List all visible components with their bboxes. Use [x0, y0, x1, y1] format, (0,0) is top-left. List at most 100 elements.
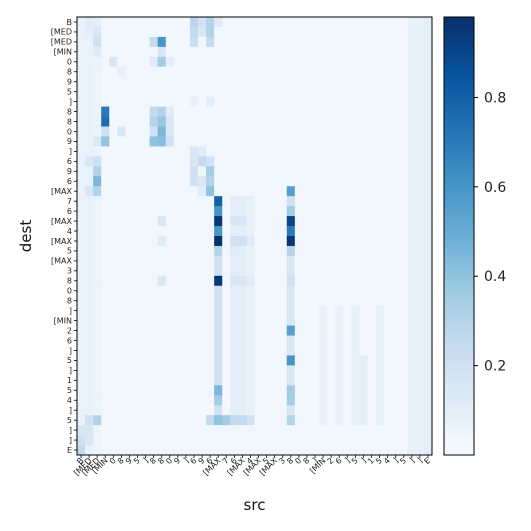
heatmap-cell [399, 136, 409, 147]
heatmap-cell [198, 435, 207, 446]
x-tick-label: E [422, 456, 432, 466]
heatmap-cell [407, 196, 417, 207]
heatmap-cell [399, 17, 409, 28]
heatmap-cell [117, 46, 126, 58]
heatmap-cell [335, 425, 344, 436]
heatmap-cell [165, 156, 175, 167]
heatmap-cell [302, 206, 312, 217]
heatmap-cell [109, 116, 118, 127]
heatmap-cell [93, 255, 102, 267]
heatmap-cell [375, 395, 384, 406]
heatmap-cell [254, 156, 263, 167]
heatmap-cell [375, 255, 384, 267]
heatmap-cell [238, 445, 247, 456]
heatmap-cell [133, 255, 142, 267]
heatmap-cell [173, 425, 183, 436]
heatmap-cell [222, 405, 231, 416]
heatmap-cell [319, 335, 328, 346]
heatmap-cell [230, 56, 239, 68]
heatmap-cell [109, 445, 118, 456]
heatmap-cell [351, 186, 360, 197]
heatmap-cell [383, 216, 393, 227]
heatmap-cell [327, 335, 336, 346]
heatmap-cell [157, 156, 167, 167]
heatmap-cell [117, 425, 126, 436]
heatmap-cell [222, 295, 231, 307]
heatmap-cell [367, 335, 376, 346]
heatmap-cell [391, 335, 401, 346]
y-tick-label: 4 [67, 227, 72, 236]
heatmap-cell [319, 196, 328, 207]
heatmap-cell [133, 156, 142, 167]
heatmap-cell [391, 56, 401, 68]
heatmap-cell [367, 126, 376, 137]
heatmap-cell [157, 116, 167, 127]
heatmap-cell [173, 226, 183, 237]
heatmap-cell [157, 435, 167, 446]
heatmap-cell [343, 395, 352, 406]
y-tick-label: 5 [67, 416, 72, 425]
heatmap-cell [262, 315, 271, 326]
heatmap-cell [173, 355, 183, 366]
heatmap-cell [391, 96, 401, 107]
heatmap-cell [294, 275, 304, 287]
heatmap-cell [327, 186, 336, 197]
heatmap-cell [238, 285, 247, 297]
heatmap-cell [165, 17, 175, 28]
x-tick-label: 6 [334, 456, 344, 466]
x-tick-label: 6 [229, 456, 239, 466]
heatmap-cell [246, 146, 255, 157]
heatmap-cell [423, 156, 433, 167]
heatmap-cell [85, 305, 94, 316]
heatmap-cell [214, 275, 223, 287]
heatmap-cell [77, 206, 86, 217]
heatmap-cell [214, 385, 223, 396]
heatmap-cell [181, 166, 191, 177]
heatmap-cell [173, 17, 183, 28]
heatmap-cell [238, 435, 247, 446]
heatmap-cell [407, 365, 417, 376]
heatmap-cell [117, 186, 126, 197]
heatmap-cell [294, 86, 304, 97]
heatmap-cell [415, 305, 425, 316]
heatmap-cell [238, 405, 247, 416]
heatmap-cell [383, 136, 393, 147]
heatmap-cell [85, 176, 94, 187]
heatmap-cell [262, 245, 271, 257]
heatmap-cell [351, 445, 360, 456]
heatmap-cell [157, 206, 167, 217]
heatmap-cell [278, 315, 288, 326]
heatmap-cell [125, 116, 134, 127]
heatmap-cell [206, 355, 215, 366]
heatmap-cell [407, 445, 417, 456]
heatmap-cell [270, 305, 280, 316]
heatmap-cell [117, 325, 126, 336]
heatmap-cell [238, 26, 247, 38]
heatmap-cell [383, 275, 393, 287]
heatmap-cell [335, 295, 344, 307]
heatmap-cell [214, 315, 223, 326]
heatmap-cell [423, 345, 433, 356]
heatmap-cell [109, 96, 118, 107]
heatmap-cell [383, 305, 393, 316]
heatmap-cell [286, 245, 296, 257]
heatmap-cell [125, 435, 134, 446]
heatmap-cell [383, 226, 393, 237]
heatmap-cell [149, 46, 159, 58]
heatmap-cell [109, 76, 118, 88]
heatmap-cell [93, 126, 102, 137]
heatmap-cell [222, 255, 231, 267]
heatmap-cell [149, 305, 159, 316]
heatmap-cell [343, 17, 352, 28]
heatmap-cell [391, 445, 401, 456]
heatmap-cell [173, 315, 183, 326]
heatmap-cell [165, 96, 175, 107]
colorbar-ticks: 0.20.40.60.8 [474, 90, 506, 375]
heatmap-cell [391, 216, 401, 227]
heatmap-cell [367, 96, 376, 107]
heatmap-cell [335, 186, 344, 197]
heatmap-cell [343, 176, 352, 187]
heatmap-cell [181, 216, 191, 227]
heatmap-cell [310, 295, 320, 307]
heatmap-cell [181, 226, 191, 237]
